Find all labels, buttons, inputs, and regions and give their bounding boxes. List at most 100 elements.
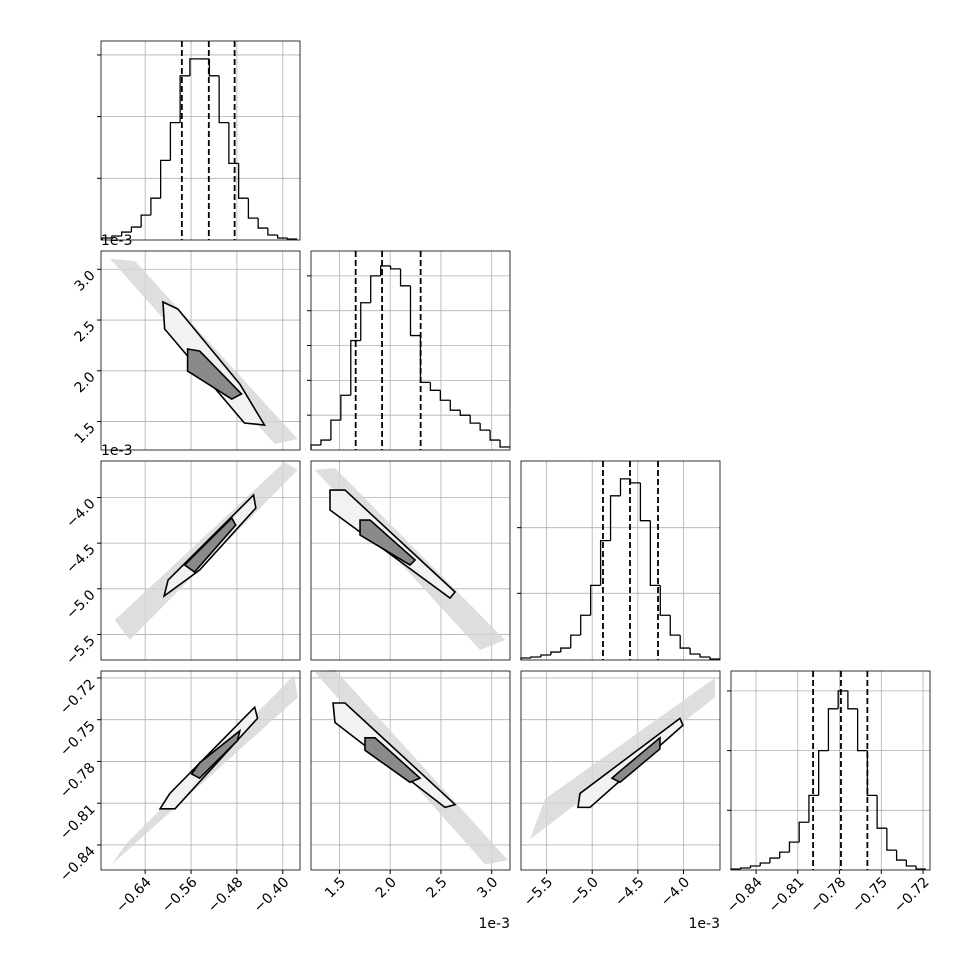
histogram-step [389, 265, 401, 270]
histogram-step [679, 635, 691, 649]
x-tick-label: −0.75 [849, 874, 891, 916]
y-tick-label: −5.5 [63, 633, 98, 668]
x-tick-label: −0.84 [724, 874, 766, 916]
axis-offset-label: 1e-3 [101, 233, 132, 249]
histogram-step [709, 657, 720, 660]
x-tick-label: −4.0 [658, 874, 693, 909]
histogram-step [856, 708, 868, 752]
y-tick-label: −0.78 [57, 760, 99, 802]
histogram-step [489, 430, 501, 441]
y-tick-label: 1.5 [72, 420, 99, 447]
contour [183, 516, 237, 574]
histogram-step [360, 302, 371, 341]
y-tick-label: −0.72 [57, 676, 99, 718]
histogram-step [886, 828, 897, 851]
histogram-step [409, 285, 421, 337]
y-tick-label: −4.0 [63, 496, 98, 531]
histogram-step [669, 615, 681, 636]
y-tick-label: −0.84 [57, 843, 99, 885]
histogram-step [179, 75, 190, 123]
histogram-step [659, 585, 671, 616]
histogram-step [267, 228, 278, 236]
x-tick-label: −0.56 [159, 874, 201, 916]
histogram-step [818, 749, 829, 796]
y-tick-label: −5.0 [63, 587, 98, 622]
panel-frame [310, 670, 511, 871]
histogram-step [689, 648, 701, 655]
x-tick-label: 2.0 [373, 874, 400, 901]
histogram-step [609, 495, 621, 541]
panel-frame [520, 670, 721, 871]
histogram-step [749, 865, 761, 869]
panel-frame [100, 250, 301, 451]
histogram-step [915, 866, 926, 870]
histogram-step [189, 58, 200, 76]
histogram-step [699, 654, 711, 658]
histogram-step [330, 419, 341, 441]
x-tick-label: 2.5 [424, 874, 451, 901]
histogram-step [169, 121, 181, 161]
histogram-step [257, 218, 268, 229]
histogram-step [560, 647, 571, 653]
y-tick-label: −0.75 [57, 718, 99, 760]
histogram-step [798, 821, 809, 843]
histogram-step [639, 482, 651, 522]
histogram-step [449, 400, 461, 411]
contour [186, 348, 243, 400]
histogram-step [419, 335, 431, 383]
axis-offset-label: 1e-3 [689, 916, 720, 932]
histogram-step [459, 410, 471, 416]
y-tick-label: −4.5 [63, 541, 98, 576]
histogram-step [866, 750, 878, 797]
histogram-step [247, 198, 259, 219]
y-tick-label: 3.0 [72, 268, 99, 295]
histogram-step [570, 634, 581, 649]
histogram-step [769, 857, 780, 864]
histogram-step [469, 415, 481, 424]
x-tick-label: −0.64 [113, 874, 155, 916]
x-tick-label: −5.5 [521, 874, 556, 909]
panel-frame [100, 40, 301, 241]
y-tick-label: 2.0 [72, 369, 99, 396]
histogram-step [120, 231, 132, 237]
contour [359, 519, 417, 566]
histogram-step [599, 539, 611, 586]
histogram-step [905, 860, 917, 867]
x-tick-label: −0.72 [891, 874, 933, 916]
histogram-step [218, 75, 229, 124]
histogram-step [499, 440, 510, 448]
histogram-step [399, 268, 411, 287]
x-tick-label: −5.0 [567, 874, 602, 909]
histogram-step [876, 795, 887, 829]
histogram-step [759, 862, 770, 867]
axis-offset-label: 1e-3 [479, 916, 510, 932]
y-tick-label: −0.81 [57, 802, 99, 844]
histogram-step [779, 851, 790, 859]
histogram-step [208, 58, 220, 77]
panel-frame [100, 670, 301, 871]
histogram-step [479, 423, 491, 431]
histogram-step [310, 444, 321, 450]
density-cloud [530, 677, 715, 840]
panel-frame [100, 460, 301, 661]
histogram-step [540, 654, 551, 658]
x-tick-label: 1.5 [322, 874, 349, 901]
panel-frame [730, 670, 931, 871]
histogram-step [276, 235, 288, 239]
histogram-step [237, 163, 249, 199]
x-tick-label: −0.78 [808, 874, 850, 916]
histogram-step [350, 339, 361, 396]
histogram-step [580, 614, 591, 636]
panel-frame [520, 460, 721, 661]
y-tick-label: 2.5 [72, 318, 99, 345]
x-tick-label: −4.5 [612, 874, 647, 909]
histogram-step [130, 226, 142, 233]
histogram-step [320, 439, 331, 446]
contour [364, 736, 422, 784]
contour [610, 736, 661, 784]
histogram-step [159, 159, 171, 199]
x-tick-label: −0.48 [205, 874, 247, 916]
panel-frame [310, 460, 511, 661]
histogram-step [629, 478, 641, 484]
